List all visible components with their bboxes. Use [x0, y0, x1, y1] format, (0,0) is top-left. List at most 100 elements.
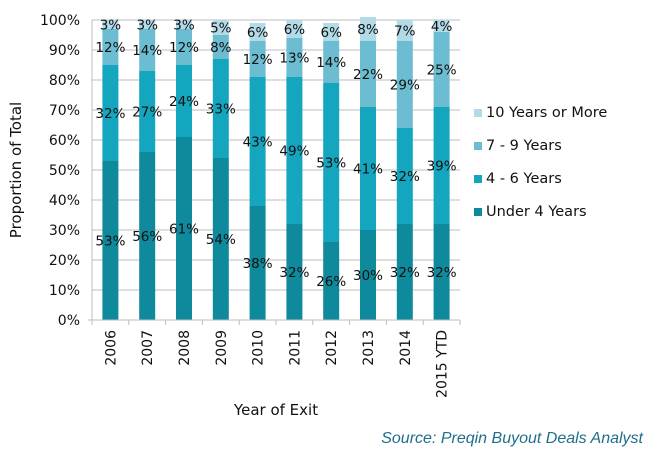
bar-segment [396, 224, 413, 320]
data-label: 39% [427, 159, 457, 175]
bar-segment [433, 20, 450, 32]
x-tick-label: 2006 [103, 330, 119, 366]
data-label: 32% [279, 265, 309, 281]
legend-swatch [474, 175, 482, 183]
bar-segment [139, 20, 156, 29]
y-tick-label: 90% [49, 43, 80, 59]
bar-segment [102, 20, 119, 29]
bar-segment [286, 224, 303, 320]
bar-segment [323, 23, 340, 41]
data-label: 29% [390, 78, 420, 94]
data-label: 6% [247, 25, 269, 41]
x-axis-title: Year of Exit [233, 401, 318, 419]
y-tick-label: 10% [49, 283, 80, 299]
y-tick-label: 40% [49, 193, 80, 209]
bar-segment [139, 29, 156, 71]
data-label: 53% [316, 156, 346, 172]
bar-segment [396, 128, 413, 224]
data-label: 43% [243, 135, 273, 151]
bar-segment [176, 20, 192, 29]
bar-segment [139, 71, 156, 152]
legend-label: Under 4 Years [486, 204, 587, 220]
data-label: 5% [210, 21, 232, 37]
bars [102, 17, 450, 320]
data-label: 6% [284, 22, 306, 38]
data-label: 53% [95, 234, 125, 250]
bar-segment [323, 242, 340, 320]
data-label: 56% [132, 229, 162, 245]
data-label: 3% [173, 18, 195, 34]
bar-segment [249, 41, 266, 77]
data-label: 54% [206, 232, 236, 248]
x-tick-label: 2008 [177, 330, 193, 366]
x-tick-label: 2015 YTD [435, 330, 451, 398]
y-tick-label: 50% [49, 163, 80, 179]
data-label: 32% [427, 265, 457, 281]
data-label: 26% [316, 274, 346, 290]
bar-segment [176, 137, 192, 320]
x-tick-label: 2010 [251, 330, 267, 366]
legend: 10 Years or More 7 - 9 Years 4 - 6 Years Un… [474, 105, 607, 220]
bar-segment [360, 17, 376, 41]
y-tick-label: 30% [49, 223, 80, 239]
y-tick-label: 100% [40, 13, 80, 29]
data-labels: 53% 32% 12% 3% 56% 27% 14% 3% 61% 24% 12% 3% 54% 33% 8… [95, 18, 456, 291]
y-tick-label: 80% [49, 73, 80, 89]
legend-label: 10 Years or More [486, 105, 607, 121]
bar-segment [212, 59, 229, 158]
bar-segment [139, 152, 156, 320]
data-label: 14% [132, 43, 162, 59]
data-label: 32% [390, 169, 420, 185]
data-label: 12% [169, 40, 199, 56]
data-label: 8% [210, 40, 232, 56]
bar-segment [286, 38, 303, 77]
data-label: 12% [95, 40, 125, 56]
data-label: 4% [431, 19, 453, 35]
bar-segment [323, 83, 340, 242]
x-tick-label: 2011 [287, 330, 303, 366]
bar-segment [433, 224, 450, 320]
data-label: 32% [390, 265, 420, 281]
data-label: 22% [353, 67, 383, 83]
data-label: 49% [279, 144, 309, 160]
bar-segment [360, 230, 376, 320]
bar-segment [102, 65, 119, 161]
bar-segment [212, 158, 229, 320]
source-note: Source: Preqin Buyout Deals Analyst [381, 430, 643, 447]
bar-segment [102, 161, 119, 320]
data-label: 13% [279, 51, 309, 67]
y-axis-title: Proportion of Total [7, 102, 25, 238]
bar-segment [323, 41, 340, 83]
legend-label: 7 - 9 Years [486, 138, 562, 154]
data-label: 41% [353, 162, 383, 178]
data-label: 3% [100, 18, 122, 34]
y-tick-label: 60% [49, 133, 80, 149]
bar-segment [433, 107, 450, 224]
bar-segment [249, 23, 266, 41]
y-tick-label: 70% [49, 103, 80, 119]
axes [88, 20, 461, 325]
bar-segment [286, 77, 303, 224]
x-tick-label: 2007 [140, 330, 156, 366]
legend-swatch [474, 109, 482, 117]
y-tick-labels: 0% 10% 20% 30% 40% 50% 60% 70% 80% 90% 100% [40, 13, 80, 329]
data-label: 14% [316, 55, 346, 71]
data-label: 25% [427, 63, 457, 79]
legend-label: 4 - 6 Years [486, 171, 562, 187]
x-tick-label: 2012 [324, 330, 340, 366]
data-label: 7% [394, 24, 416, 40]
bar-segment [249, 77, 266, 206]
data-label: 30% [353, 268, 383, 284]
data-label: 24% [169, 94, 199, 110]
bar-segment [212, 20, 229, 35]
bar-segment [360, 107, 376, 230]
legend-swatch [474, 142, 482, 150]
x-tick-label: 2014 [398, 330, 414, 366]
y-tick-label: 0% [58, 313, 80, 329]
x-tick-label: 2009 [214, 330, 230, 366]
data-label: 8% [357, 22, 379, 38]
data-label: 12% [243, 52, 273, 68]
data-label: 6% [320, 25, 342, 41]
bar-segment [433, 32, 450, 107]
bar-segment [212, 35, 229, 59]
